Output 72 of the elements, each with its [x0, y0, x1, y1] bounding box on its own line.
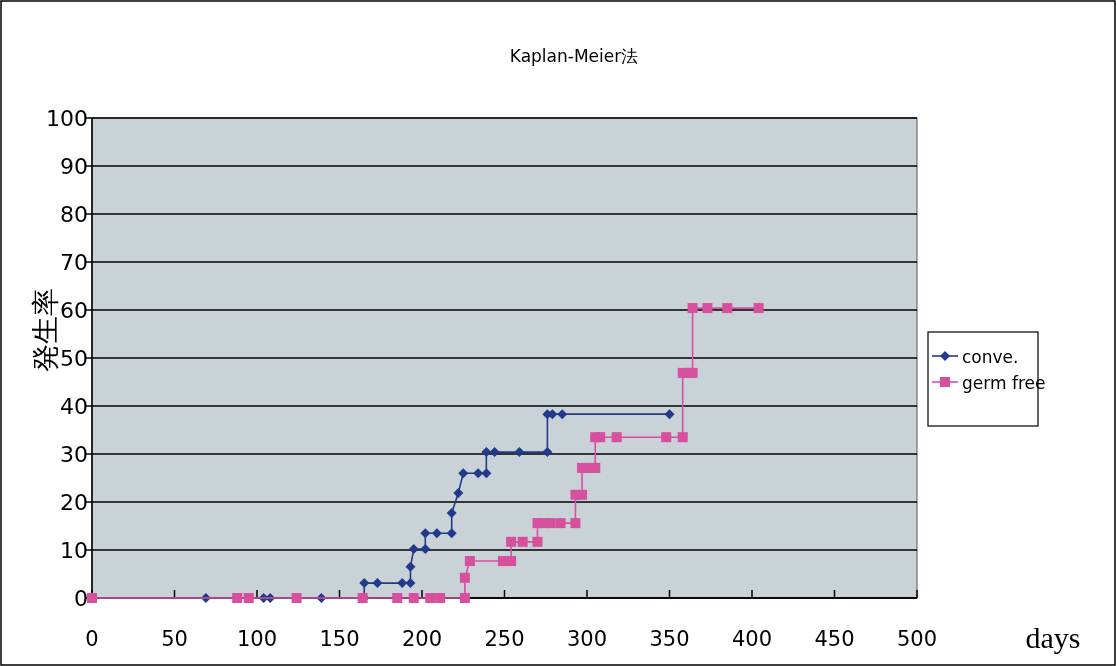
y-tick-label: 0: [74, 586, 88, 611]
point: [506, 536, 517, 547]
point: [392, 593, 403, 603]
point: [722, 303, 733, 314]
point: [459, 593, 470, 603]
x-tick-label: 500: [896, 627, 938, 651]
point: [753, 303, 764, 314]
point: [517, 536, 528, 547]
point: [405, 561, 416, 572]
x-tick-label: 350: [649, 627, 690, 651]
point: [420, 544, 431, 555]
point: [372, 578, 383, 589]
point: [489, 447, 500, 458]
x-tick-label: 400: [731, 627, 773, 651]
x-tick-label: 50: [161, 627, 188, 651]
y-tick-label: 100: [46, 106, 88, 131]
point: [557, 409, 568, 420]
chart-title: Kaplan-Meier法: [509, 46, 639, 66]
point: [677, 432, 688, 443]
y-tick-label: 40: [60, 394, 88, 419]
x-tick-label: 300: [566, 627, 608, 651]
x-tick-label: 450: [814, 627, 855, 651]
x-tick-label: 150: [319, 627, 360, 651]
point: [446, 528, 457, 539]
y-tick-label: 20: [60, 490, 88, 515]
point: [464, 556, 475, 567]
point: [555, 518, 566, 529]
point: [481, 468, 492, 479]
point: [420, 528, 431, 539]
point: [590, 462, 601, 473]
point: [514, 447, 525, 458]
point: [446, 508, 457, 519]
point: [405, 578, 416, 589]
y-tick-label: 60: [60, 298, 88, 323]
x-tick-label: 100: [236, 627, 278, 651]
y-tick-label: 50: [60, 346, 88, 371]
point: [532, 536, 543, 547]
point: [425, 593, 436, 603]
y-tick-label: 80: [60, 202, 88, 227]
point: [232, 593, 243, 603]
x-tick-label: 200: [401, 627, 443, 651]
point: [542, 447, 553, 458]
point: [408, 593, 419, 603]
point: [702, 303, 713, 314]
point: [431, 528, 442, 539]
point: [577, 489, 588, 500]
y-tick-label: 90: [60, 154, 88, 179]
point: [459, 572, 470, 583]
point: [359, 578, 370, 589]
point: [661, 432, 672, 443]
point: [481, 447, 492, 458]
point: [611, 432, 622, 443]
point: [595, 432, 606, 443]
point: [664, 409, 675, 420]
point: [435, 593, 446, 603]
point: [291, 593, 302, 603]
point: [453, 487, 464, 498]
y-tick-label: 10: [60, 538, 88, 563]
x-axis-title: days: [1025, 621, 1081, 654]
point: [506, 556, 517, 567]
x-tick-label: 250: [484, 627, 525, 651]
point: [458, 468, 469, 479]
point: [408, 544, 419, 555]
y-axis-title: 発生率: [29, 288, 62, 372]
legend-label: conve.: [962, 347, 1019, 367]
point: [545, 518, 556, 529]
point: [687, 303, 698, 314]
y-tick-label: 70: [60, 250, 88, 275]
point: [570, 518, 581, 529]
point: [243, 593, 254, 603]
y-tick-label: 30: [60, 442, 88, 467]
point: [473, 468, 484, 479]
